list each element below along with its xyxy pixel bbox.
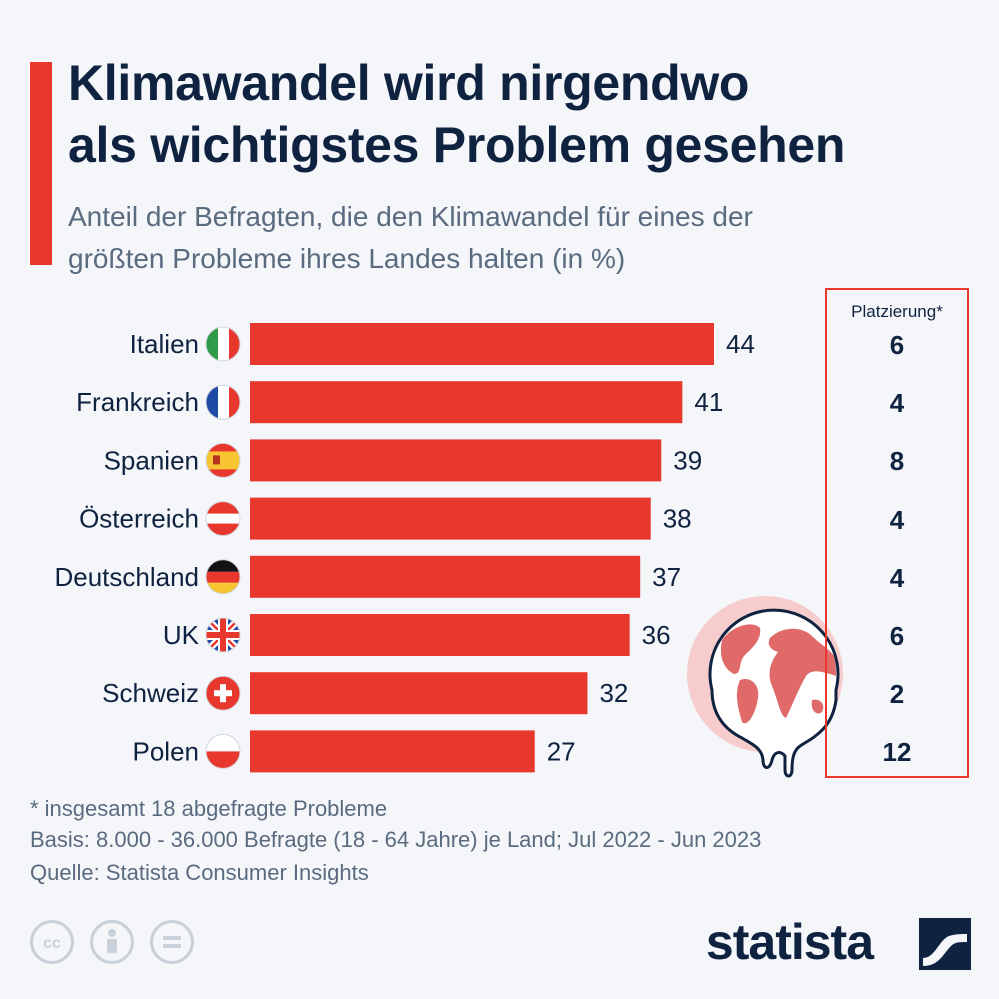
bar-3 (250, 497, 651, 540)
bar-value-label: 44 (726, 329, 755, 359)
bar-value-label: 36 (642, 620, 671, 650)
uk-flag-icon (205, 617, 241, 653)
category-label: Deutschland (54, 562, 199, 592)
ranking-value: 4 (889, 504, 905, 535)
italy-flag-icon (205, 326, 241, 362)
ranking-header: Platzierung* (851, 302, 943, 321)
footnote-basis: Basis: 8.000 - 36.000 Befragte (18 - 64 … (30, 827, 762, 852)
chart-subtitle-line1: Anteil der Befragten, die den Klimawande… (68, 201, 753, 232)
bar-4 (250, 555, 641, 598)
attribution-icon (90, 920, 134, 964)
ranking-value: 2 (889, 679, 905, 710)
accent-bar (30, 62, 52, 265)
category-label: Schweiz (102, 678, 199, 708)
germany-flag-icon (205, 559, 241, 595)
ranking-value: 8 (889, 446, 905, 477)
chart-subtitle-line2: größten Probleme ihres Landes halten (in… (68, 243, 626, 274)
ranking-value: 6 (889, 621, 905, 651)
category-label: Frankreich (76, 387, 199, 417)
bar-value-label: 39 (673, 445, 702, 475)
bar-value-label: 27 (547, 736, 576, 766)
footnote-source: Quelle: Statista Consumer Insights (30, 860, 369, 885)
bar-value-label: 38 (663, 504, 692, 534)
category-label: Österreich (79, 504, 199, 534)
no-derivatives-icon (150, 920, 194, 964)
chart-subtitle: Anteil der Befragten, die den Klimawande… (68, 196, 968, 280)
poland-flag-icon (205, 733, 241, 769)
switzerland-flag-icon (205, 675, 241, 711)
bar-0 (250, 323, 714, 365)
category-label: Italien (130, 329, 199, 359)
category-label: Spanien (104, 445, 199, 475)
melting-globe-icon (687, 596, 843, 778)
statista-logo[interactable]: statista (706, 910, 971, 974)
bar-value-label: 41 (694, 387, 723, 417)
chart-title: Klimawandel wird nirgendwo als wichtigst… (68, 52, 988, 176)
ranking-value: 4 (889, 562, 905, 593)
bar-value-label: 32 (599, 678, 628, 708)
bar-2 (250, 439, 662, 482)
cc-icon: cc (30, 920, 74, 964)
bar-7 (250, 730, 535, 773)
bar-value-label: 37 (652, 562, 681, 592)
ranking-value: 4 (889, 388, 905, 419)
footnote-note: * insgesamt 18 abgefragte Probleme (30, 796, 388, 821)
chart-title-line1: Klimawandel wird nirgendwo (68, 55, 750, 111)
statista-wordmark: statista (705, 914, 874, 970)
spain-flag-icon (205, 442, 241, 478)
chart-title-line2: als wichtigstes Problem gesehen (68, 117, 846, 173)
ranking-value: 6 (889, 330, 905, 360)
category-label: UK (163, 620, 200, 650)
bar-6 (250, 672, 588, 715)
statista-mark-icon (919, 918, 971, 970)
ranking-panel: Platzierung* 6 4 8 4 4 6 2 12 (825, 288, 969, 778)
bar-5 (250, 614, 630, 656)
svg-text:cc: cc (43, 935, 61, 952)
austria-flag-icon (205, 501, 241, 537)
ranking-value: 12 (882, 737, 912, 768)
category-label: Polen (133, 736, 200, 766)
bar-1 (250, 381, 683, 424)
france-flag-icon (205, 384, 241, 420)
